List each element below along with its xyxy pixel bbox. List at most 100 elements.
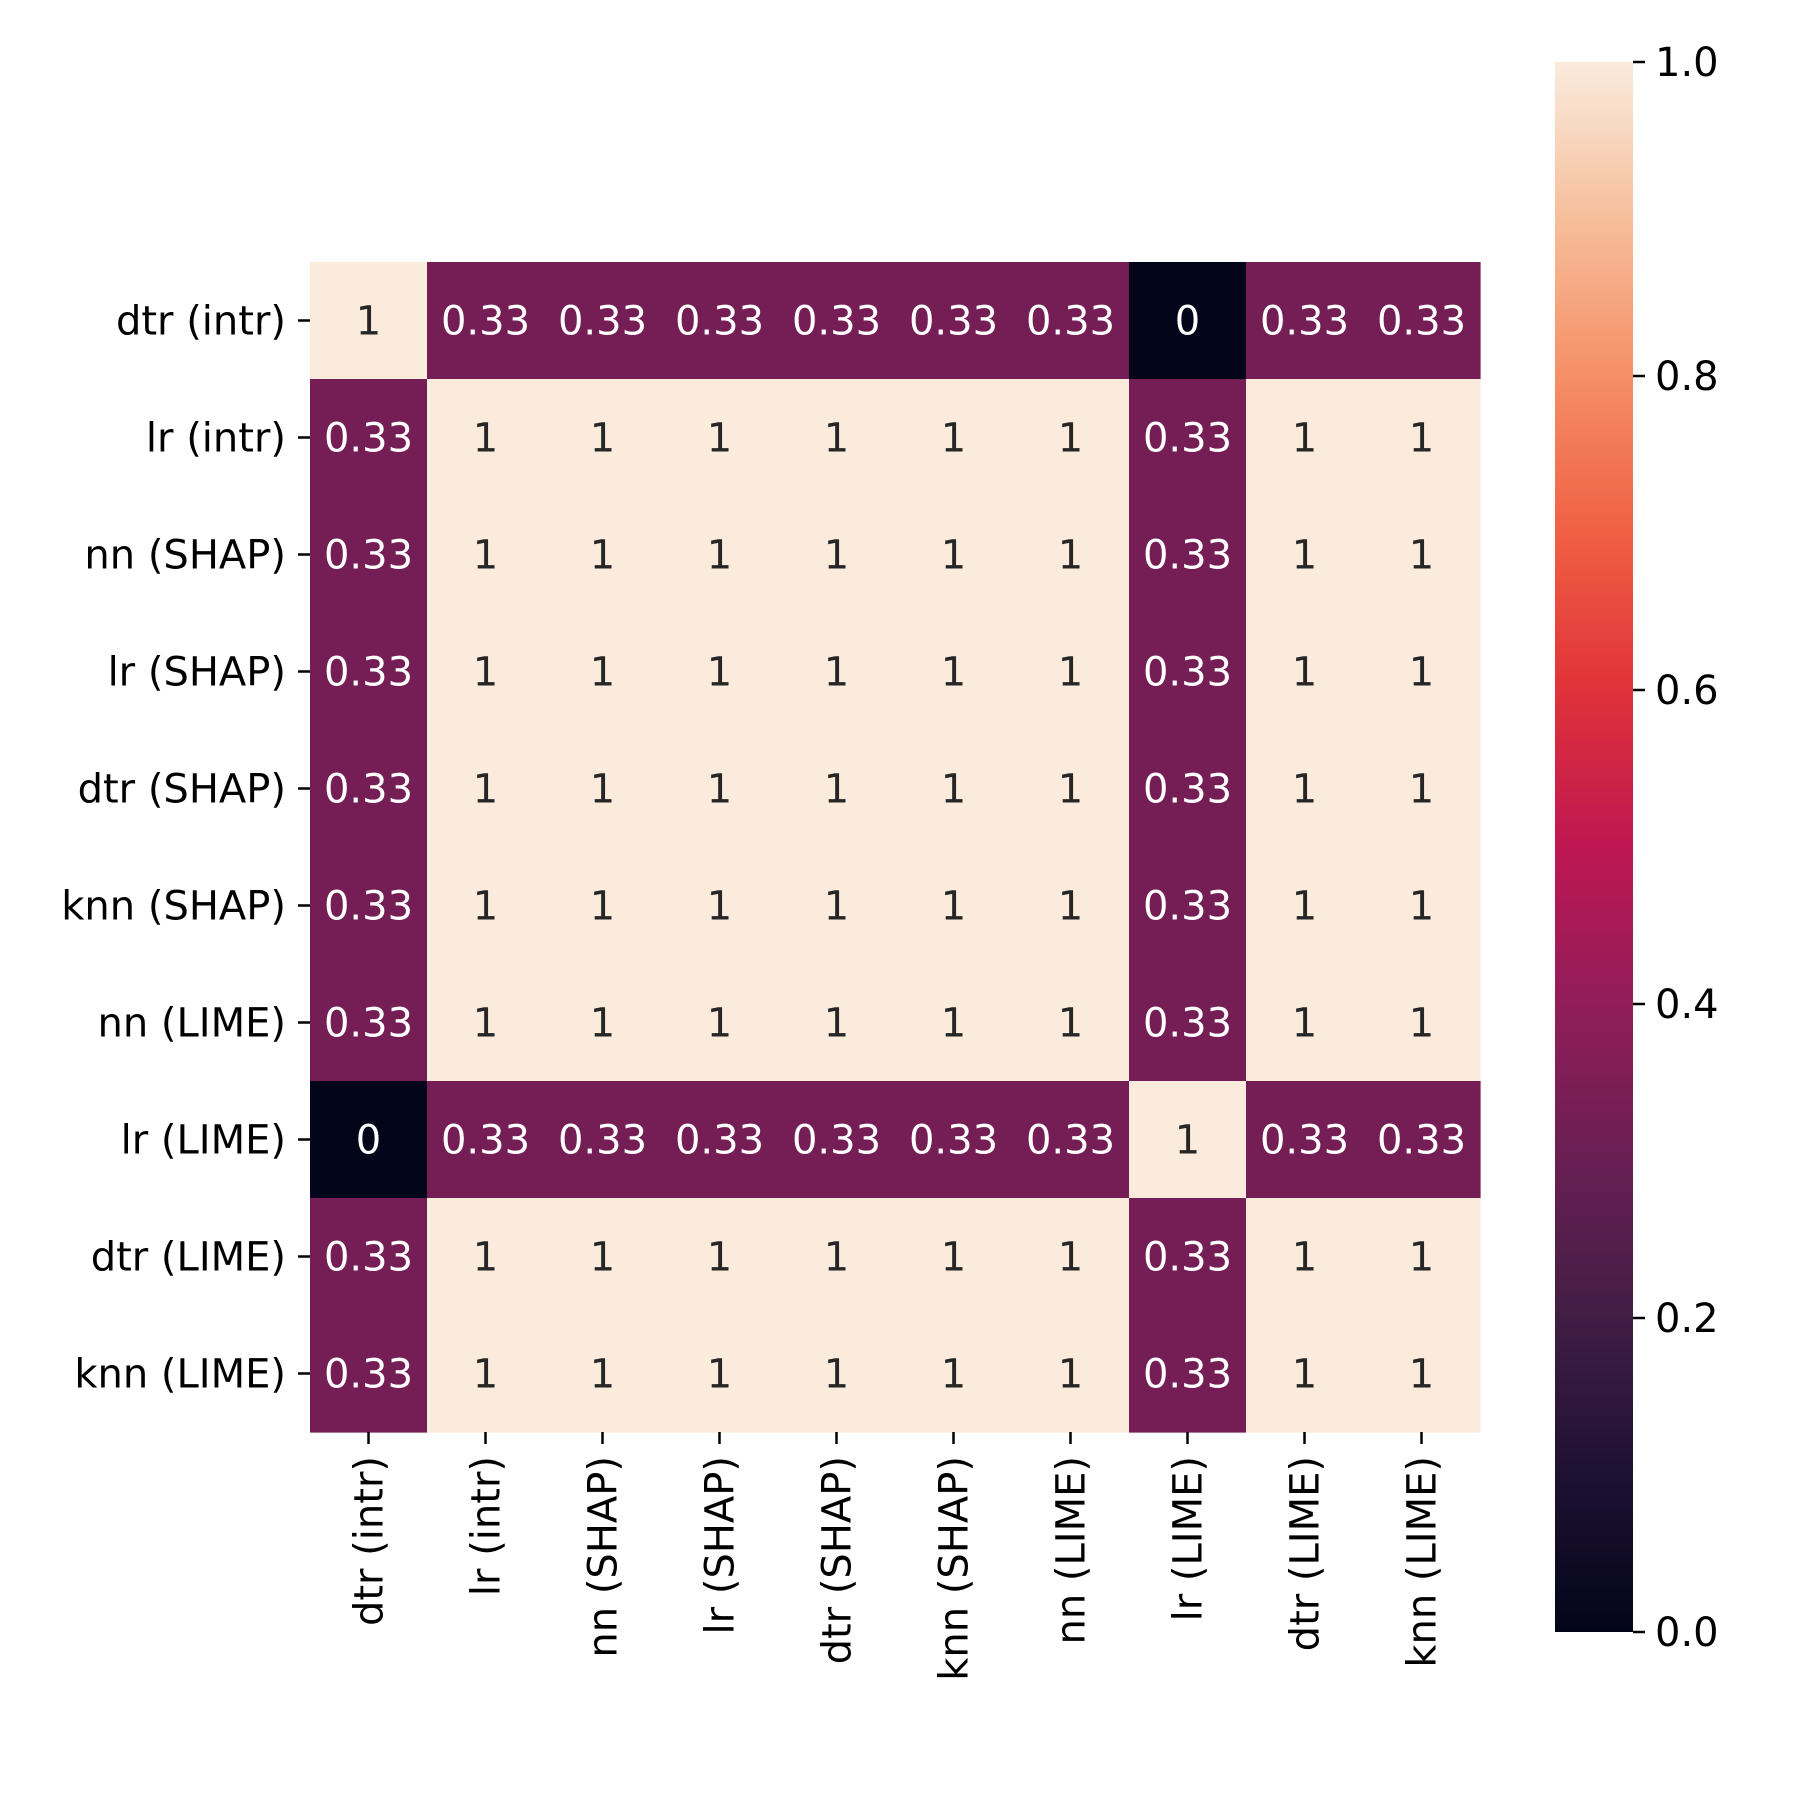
heatmap-cell	[778, 730, 896, 848]
cell-annotation: 1	[1409, 1001, 1434, 1047]
cell-annotation: 1	[473, 767, 498, 813]
heatmap-cell	[544, 964, 662, 1082]
heatmap-cell	[895, 379, 1013, 497]
cell-annotation: 0.33	[324, 767, 413, 813]
cell-annotation: 1	[1058, 533, 1083, 579]
heatmap-cell	[427, 262, 545, 380]
heatmap-cell	[778, 1315, 896, 1433]
cell-annotation: 1	[1058, 416, 1083, 462]
heatmap-cell	[1129, 613, 1247, 731]
y-tick-label: lr (intr)	[146, 416, 286, 462]
heatmap-cell	[310, 262, 428, 380]
heatmap-cell	[1363, 262, 1481, 380]
cell-annotation: 1	[941, 1235, 966, 1281]
heatmap-cell	[661, 613, 779, 731]
cell-annotation: 1	[1292, 884, 1317, 930]
heatmap-cell	[895, 1315, 1013, 1433]
cell-annotation: 1	[707, 884, 732, 930]
cell-annotation: 0.33	[1143, 884, 1232, 930]
cell-annotation: 1	[1409, 416, 1434, 462]
heatmap-cell	[1129, 1081, 1247, 1199]
cell-annotation: 0.33	[675, 299, 764, 345]
y-tick-label: knn (SHAP)	[61, 884, 286, 930]
heatmap-cell	[310, 496, 428, 614]
x-tick-label: nn (LIME)	[1049, 1456, 1095, 1645]
cell-annotation: 1	[824, 1235, 849, 1281]
cell-annotation: 0.33	[1260, 299, 1349, 345]
x-axis: dtr (intr) lr (intr) nn (SHAP) lr (SHAP) dtr…	[347, 1432, 1446, 1681]
x-tick-label: dtr (SHAP)	[815, 1456, 861, 1664]
x-tick-label: lr (LIME)	[1166, 1456, 1212, 1621]
colorbar-tick-label: 0.4	[1655, 982, 1719, 1028]
heatmap-cell	[895, 964, 1013, 1082]
heatmap-cell	[427, 496, 545, 614]
cell-annotation: 1	[1409, 650, 1434, 696]
heatmap-cell	[1246, 379, 1364, 497]
cell-annotation: 0.33	[909, 299, 998, 345]
cell-annotation: 0.33	[558, 299, 647, 345]
heatmap-cell	[1246, 847, 1364, 965]
cell-annotation: 1	[1292, 650, 1317, 696]
x-tick-label: lr (SHAP)	[698, 1456, 744, 1634]
heatmap-cell	[1246, 730, 1364, 848]
cell-annotation: 1	[707, 1235, 732, 1281]
y-tick-label: nn (SHAP)	[84, 533, 286, 579]
heatmap-cell	[661, 847, 779, 965]
cell-annotation: 1	[824, 1352, 849, 1398]
cell-annotation: 0.33	[1143, 1352, 1232, 1398]
cell-annotation: 1	[941, 650, 966, 696]
heatmap-cell	[778, 496, 896, 614]
cell-annotation: 1	[590, 533, 615, 579]
heatmap-cell	[427, 379, 545, 497]
cell-annotation: 0.33	[1377, 299, 1466, 345]
heatmap-cell	[778, 1081, 896, 1199]
heatmap-cell	[778, 964, 896, 1082]
cell-annotation: 1	[1058, 1352, 1083, 1398]
cell-annotation: 0	[1175, 299, 1200, 345]
heatmap-cell	[310, 1081, 428, 1199]
heatmap-cell	[661, 496, 779, 614]
cell-annotation: 1	[1292, 416, 1317, 462]
cell-annotation: 0.33	[1377, 1118, 1466, 1164]
cell-annotation: 0.33	[1026, 1118, 1115, 1164]
heatmap-cell	[1363, 379, 1481, 497]
heatmap-cell	[1012, 964, 1130, 1082]
cell-annotation: 0.33	[324, 1001, 413, 1047]
cell-annotation: 1	[707, 1001, 732, 1047]
heatmap-cell	[427, 1198, 545, 1316]
cell-annotation: 1	[590, 884, 615, 930]
cell-annotation: 1	[824, 767, 849, 813]
cell-annotation: 1	[941, 533, 966, 579]
heatmap-cell	[1012, 847, 1130, 965]
colorbar-tick-label: 0.6	[1655, 668, 1719, 714]
cell-annotation: 1	[473, 416, 498, 462]
cell-annotation: 1	[1292, 1352, 1317, 1398]
cell-annotation: 1	[1175, 1118, 1200, 1164]
heatmap-cell	[544, 730, 662, 848]
heatmap-cell	[1246, 613, 1364, 731]
cell-annotation: 0.33	[324, 650, 413, 696]
cell-annotation: 1	[824, 884, 849, 930]
heatmap-cell	[1129, 1315, 1247, 1433]
heatmap-cell	[427, 964, 545, 1082]
heatmap-cell	[895, 730, 1013, 848]
x-tick-label: lr (intr)	[464, 1456, 510, 1596]
heatmap-cell	[1363, 730, 1481, 848]
cell-annotation: 0.33	[1143, 416, 1232, 462]
heatmap-cell	[544, 613, 662, 731]
cell-annotation: 1	[941, 767, 966, 813]
cell-annotation: 1	[1058, 767, 1083, 813]
heatmap-cell	[661, 730, 779, 848]
heatmap-cell	[1363, 613, 1481, 731]
cell-annotation: 0	[356, 1118, 381, 1164]
heatmap-cell	[895, 613, 1013, 731]
heatmap-cell	[1246, 496, 1364, 614]
heatmap-cell	[778, 847, 896, 965]
heatmap-cell	[1363, 964, 1481, 1082]
x-tick-label: dtr (LIME)	[1283, 1456, 1329, 1651]
colorbar: 0.0 0.2 0.4 0.6 0.8 1.0	[1555, 40, 1719, 1656]
y-tick-label: knn (LIME)	[74, 1352, 286, 1398]
cell-annotation: 1	[473, 533, 498, 579]
y-tick-label: dtr (LIME)	[91, 1235, 286, 1281]
